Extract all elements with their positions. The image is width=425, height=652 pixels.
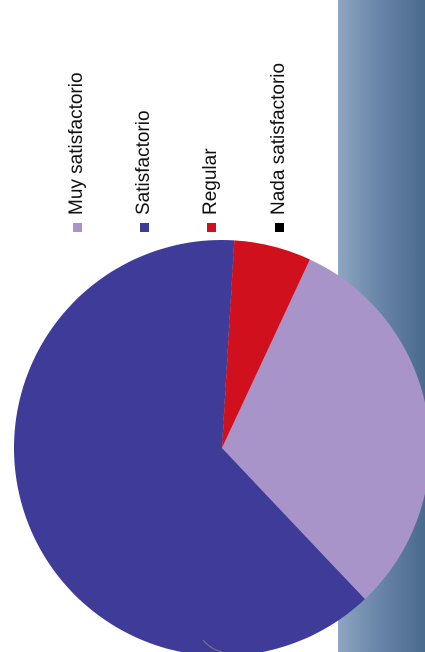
legend-label: Satisfactorio	[133, 110, 154, 215]
legend-item-nada-satisfactorio: Nada satisfactorio	[268, 63, 289, 232]
legend-item-satisfactorio: Satisfactorio	[133, 110, 154, 232]
legend-item-regular: Regular	[200, 148, 221, 232]
legend-swatch	[73, 223, 82, 232]
pie-slice-satisfactorio	[14, 240, 365, 652]
legend-swatch	[275, 223, 284, 232]
legend-swatch	[140, 223, 149, 232]
callout-line	[202, 639, 223, 652]
legend: Muy satisfactorio Satisfactorio Regular Nad…	[66, 63, 289, 232]
pie-slice-regular	[222, 240, 310, 448]
pie-slices	[14, 240, 425, 652]
legend-label: Nada satisfactorio	[268, 63, 289, 215]
legend-label: Regular	[200, 148, 221, 215]
legend-label: Muy satisfactorio	[66, 72, 87, 215]
legend-swatch	[207, 223, 216, 232]
legend-item-muy-satisfactorio: Muy satisfactorio	[66, 72, 87, 232]
pie-slice-muy-satisfactorio	[222, 259, 425, 600]
